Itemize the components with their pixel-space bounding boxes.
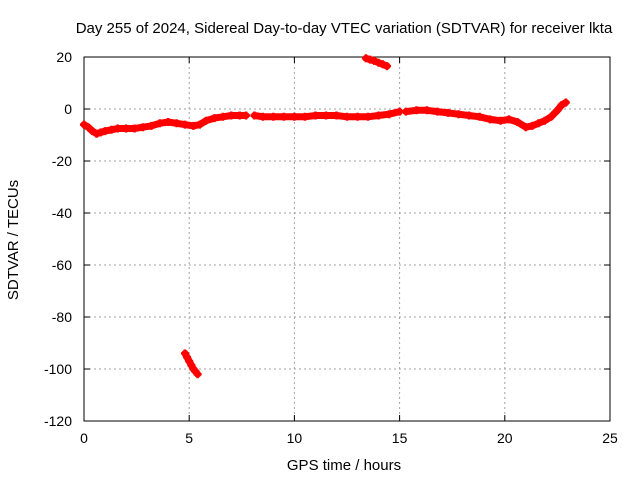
data-trace xyxy=(558,99,570,109)
x-tick-label: 5 xyxy=(185,430,193,446)
y-tick-label: -100 xyxy=(44,361,72,377)
plot-frame xyxy=(83,56,611,422)
data-trace xyxy=(379,60,391,70)
series-4 xyxy=(180,349,202,379)
y-tick-label: -60 xyxy=(52,257,72,273)
data-trace xyxy=(192,368,202,378)
x-tick-label: 15 xyxy=(392,430,408,446)
x-tick-label: 0 xyxy=(80,430,88,446)
x-axis-label: GPS time / hours xyxy=(287,457,401,474)
data-points xyxy=(80,54,570,379)
series-1 xyxy=(250,107,404,121)
y-tick-label: -80 xyxy=(52,309,72,325)
axis-ticks: 0 5 10 15 20 25 -120 -100 -80 -60 -40 -20 0 20 xyxy=(44,49,618,446)
x-tick-label: 10 xyxy=(287,430,303,446)
y-tick-label: -120 xyxy=(44,413,72,429)
chart-title: Day 255 of 2024, Sidereal Day-to-day VTE… xyxy=(76,20,613,37)
x-tick-label: 25 xyxy=(602,430,618,446)
series-0 xyxy=(80,111,251,138)
grid-lines xyxy=(84,57,610,421)
y-tick-label: -20 xyxy=(52,153,72,169)
data-trace xyxy=(385,108,404,118)
series-2 xyxy=(401,98,570,132)
y-axis-label: SDTVAR / TECUs xyxy=(5,180,22,300)
y-tick-label: 20 xyxy=(56,49,72,65)
y-tick-label: -40 xyxy=(52,205,72,221)
series-3 xyxy=(361,54,391,71)
x-tick-label: 20 xyxy=(497,430,513,446)
y-tick-label: 0 xyxy=(64,101,72,117)
